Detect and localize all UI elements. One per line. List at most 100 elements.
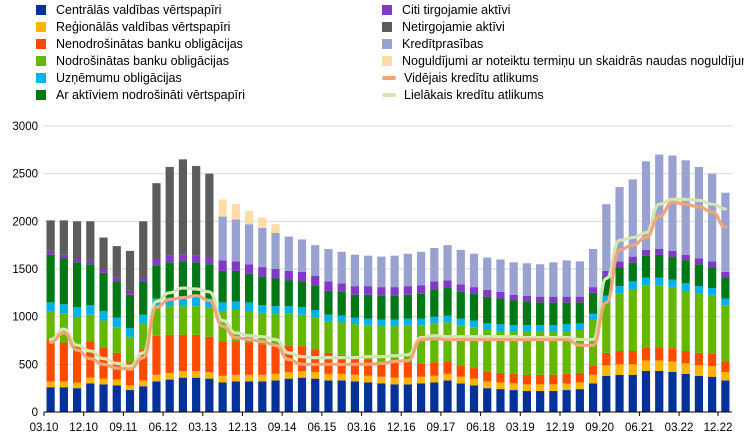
legend-line (382, 93, 396, 97)
bar-segment (152, 307, 161, 336)
bar-segment (271, 313, 280, 346)
bar-segment (575, 372, 584, 383)
series-line (49, 200, 727, 371)
bar-segment (483, 330, 492, 372)
bar-segment (364, 382, 373, 412)
bar-segment (231, 374, 240, 382)
bar-segment (125, 362, 135, 386)
bar-segment (139, 314, 148, 324)
bar-segment (125, 336, 135, 363)
bar-segment (218, 199, 227, 217)
bar-segment (99, 310, 108, 321)
bar-segment (522, 295, 532, 302)
bar-segment (59, 254, 68, 259)
legend-label: Lielākais kredītu atlikums (404, 88, 544, 102)
bar-segment (509, 262, 518, 295)
bar-segment (721, 271, 730, 278)
bar-segment (364, 325, 373, 360)
bar-segment (708, 366, 717, 377)
bar-segment (403, 377, 412, 385)
bar-segment (681, 160, 690, 255)
bar-segment (575, 302, 584, 324)
bar-segment (668, 256, 677, 280)
bar-segment (588, 319, 598, 366)
x-tick-label: 12.22 (704, 422, 733, 434)
bar-segment (655, 347, 664, 361)
bar-segment (112, 281, 121, 318)
bar-segment (72, 382, 82, 389)
bar-segment (192, 262, 201, 298)
bar-segment (271, 232, 280, 269)
bar-segment (641, 249, 651, 256)
bar-segment (641, 277, 651, 286)
bar-segment (112, 317, 121, 328)
bar-segment (350, 294, 360, 318)
bar-segment (271, 345, 280, 374)
bar-segment (350, 381, 360, 412)
bar-segment (602, 375, 611, 412)
bar-segment (59, 258, 68, 305)
bar-segment (536, 391, 545, 412)
legend-item-covered-bank-bonds: Nodrošinātas banku obligācijas (36, 53, 229, 69)
bar-segment (681, 254, 690, 261)
bar-segment (536, 374, 545, 385)
bar-segment (218, 302, 227, 311)
bar-segment (641, 161, 651, 250)
bar-segment (522, 384, 532, 392)
bar-segment (628, 281, 637, 290)
bar-segment (628, 374, 637, 412)
bar-segment (364, 318, 373, 326)
bar-segment (284, 306, 293, 314)
x-tick-label: 06.15 (307, 422, 336, 434)
x-tick-label: 03.19 (506, 422, 535, 434)
bar-segment (271, 373, 280, 381)
legend-item-max-credit: Lielākais kredītu atlikums (382, 87, 544, 103)
bar-segment (165, 372, 174, 380)
bar-segment (403, 294, 412, 319)
bar-segment (337, 283, 346, 292)
legend-label: Kredītprasības (402, 37, 484, 51)
legend-item-credit-claims: Kredītprasības (382, 36, 483, 52)
bar-segment (165, 334, 174, 373)
legend-label: Uzņēmumu obligācijas (56, 71, 182, 85)
legend-label: Citi tirgojamie aktīvi (402, 3, 511, 17)
legend: Centrālās valdības vērtspapīri Reģionālā… (0, 0, 744, 112)
bar-segment (377, 361, 386, 377)
bar-segment (430, 323, 439, 363)
bar-segment (469, 368, 479, 379)
bar-segment (364, 375, 373, 383)
bar-segment (377, 256, 386, 288)
bar-segment (456, 376, 465, 384)
bar-segment (681, 260, 690, 284)
bar-segment (602, 295, 611, 304)
bar-segment (668, 348, 677, 362)
bar-segment (364, 286, 373, 295)
bar-segment (46, 302, 55, 312)
x-tick-label: 09.17 (427, 422, 456, 434)
bar-segment (443, 245, 452, 281)
bar-segment (244, 374, 254, 382)
bar-segment (377, 376, 386, 384)
bar-segment (165, 306, 174, 335)
bar-segment (615, 261, 624, 268)
x-tick-label: 06.21 (625, 422, 654, 434)
bar-segment (231, 309, 240, 342)
bar-segment (192, 377, 201, 412)
legend-swatch (382, 22, 392, 32)
bar-segment (72, 258, 82, 263)
bar-segment (311, 275, 320, 286)
bar-segment (258, 305, 267, 313)
bar-segment (694, 352, 704, 366)
bar-segment (178, 261, 188, 298)
bar-segment (390, 255, 399, 288)
bar-segment (536, 325, 545, 332)
bar-segment (708, 288, 717, 296)
series-line (49, 197, 727, 368)
bar-segment (655, 154, 664, 249)
bar-segment (721, 192, 730, 272)
bar-segment (112, 277, 121, 282)
bar-segment (694, 166, 704, 259)
bar-segment (549, 302, 558, 326)
bar-segment (152, 374, 161, 382)
bar-segment (192, 371, 201, 378)
